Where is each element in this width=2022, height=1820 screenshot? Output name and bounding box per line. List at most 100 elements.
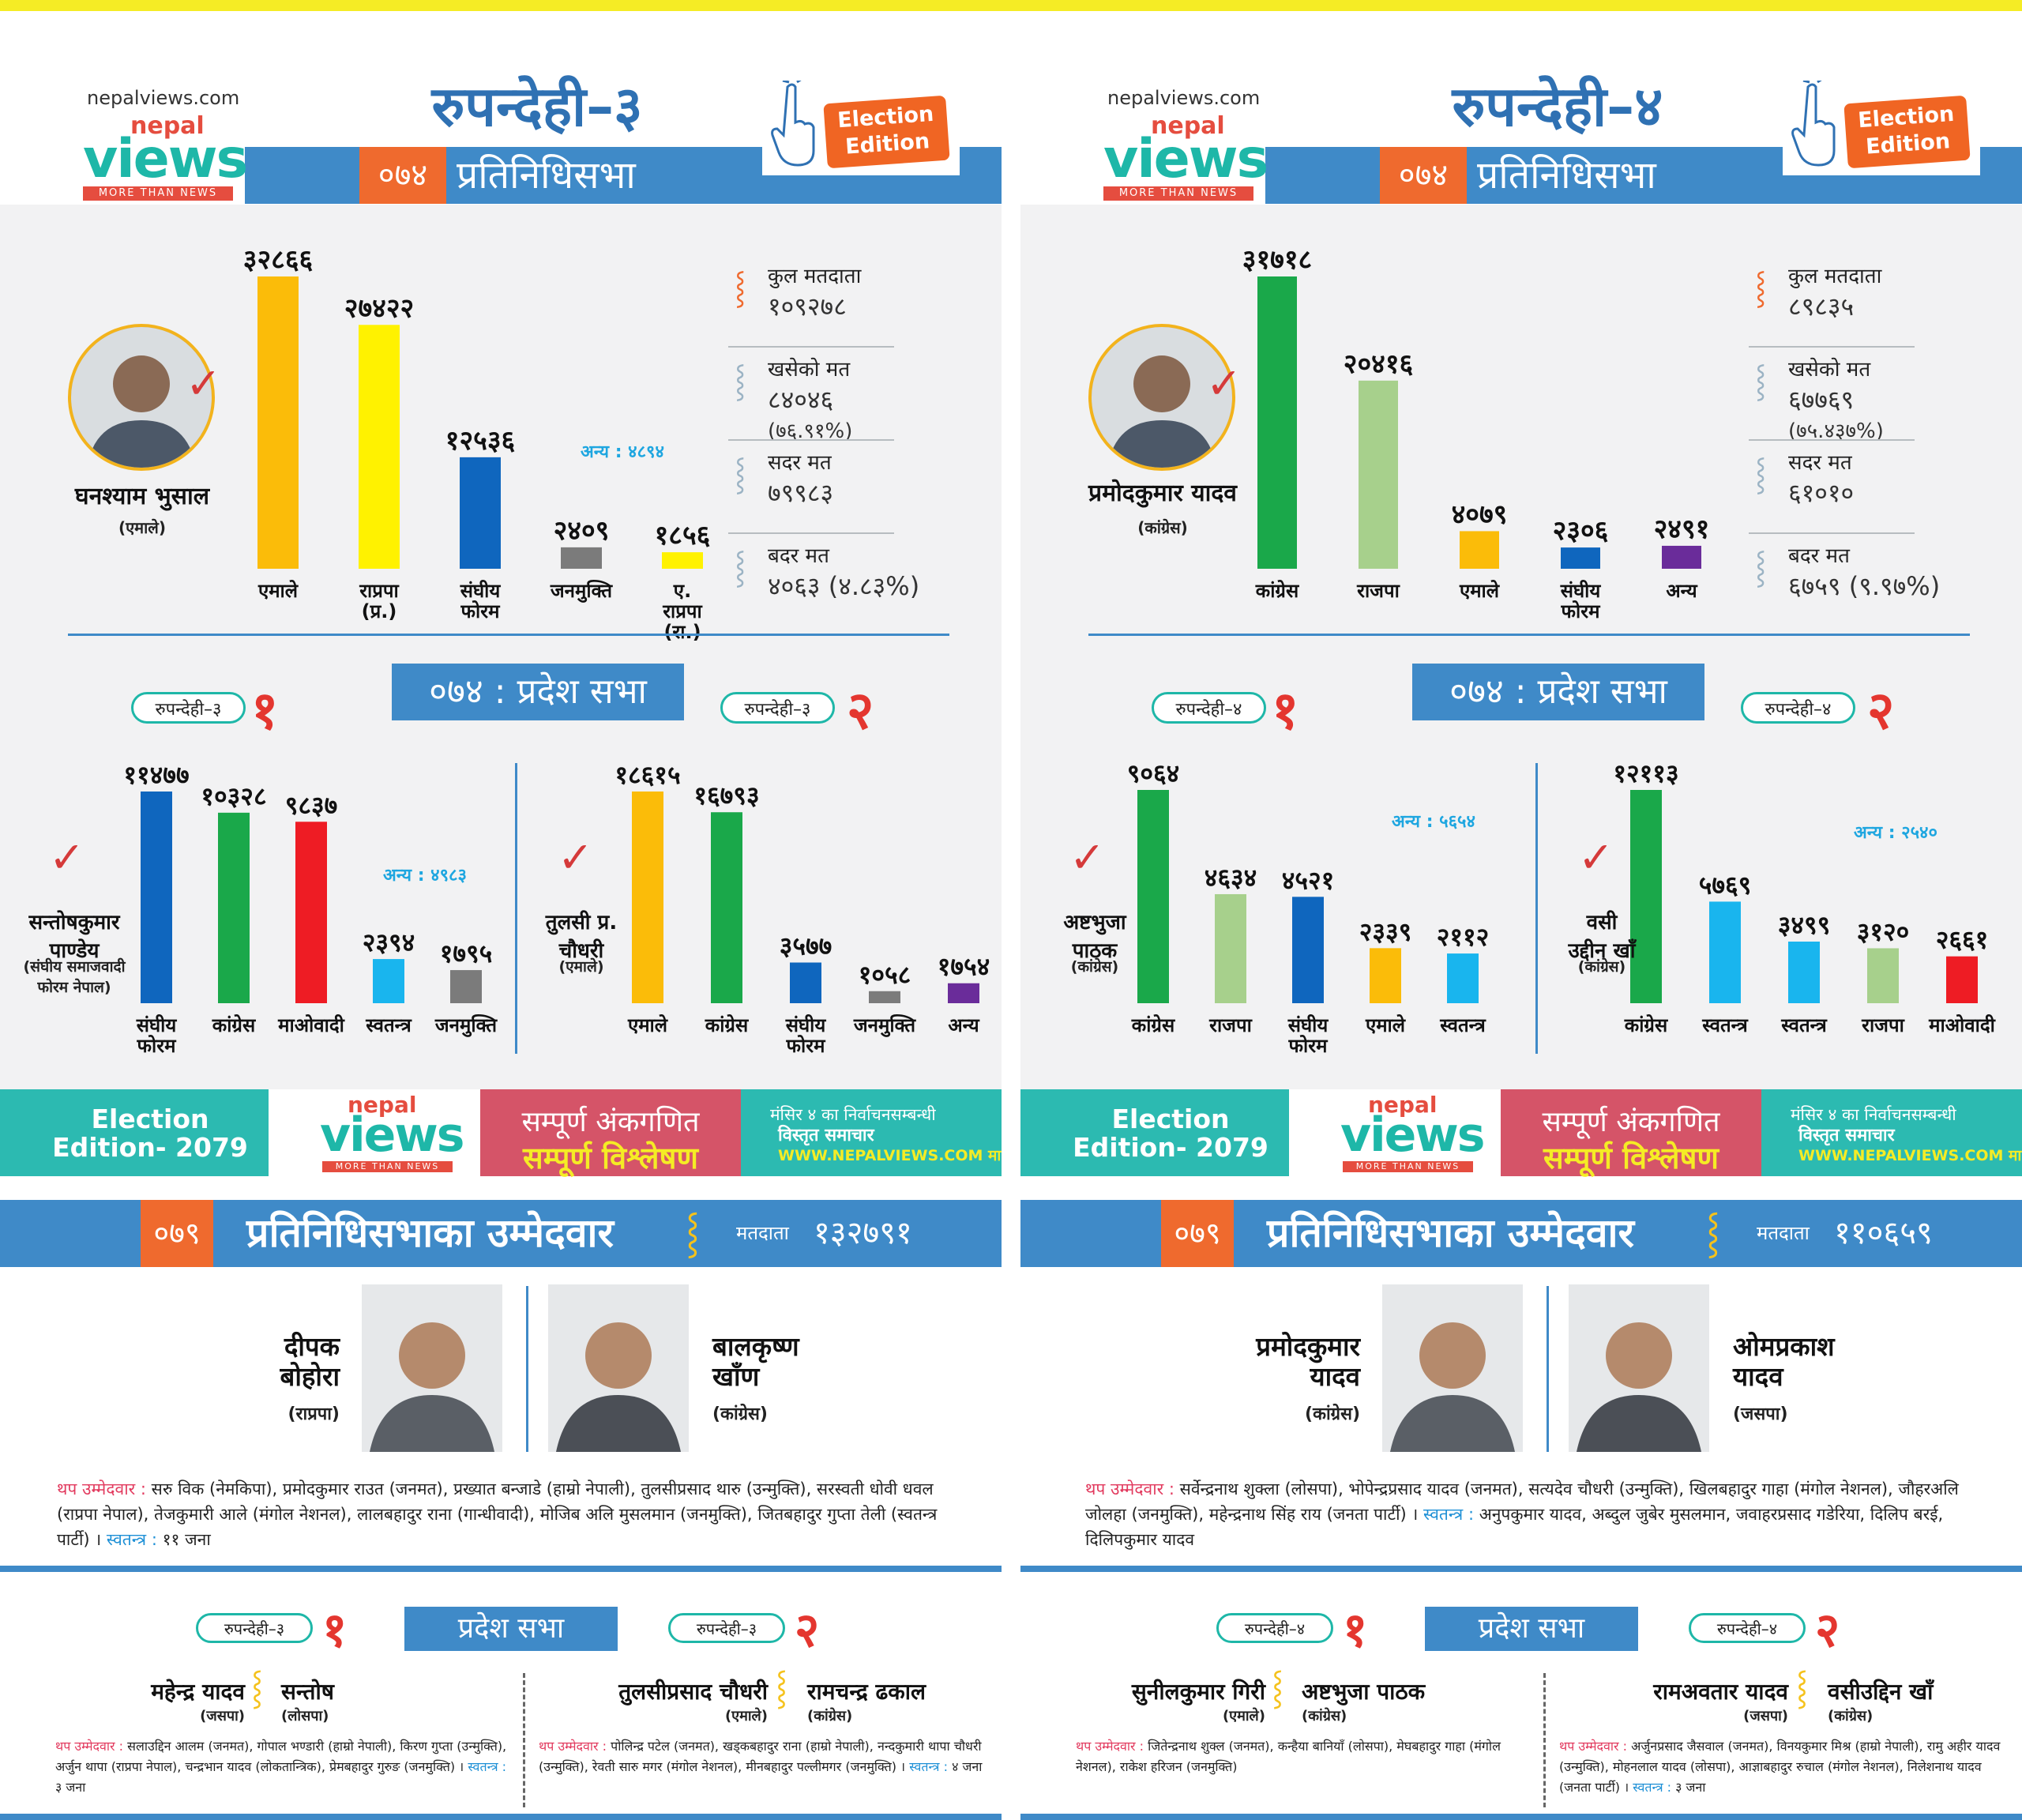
more-candidates-label: थप उम्मेदवार : — [57, 1480, 146, 1498]
banner-url[interactable]: WWW.NEPALVIEWS.COM मा — [778, 1147, 1002, 1164]
charts-svg: ३२८६६एमाले२७४२२राप्रपा(प्र.)१२५३६संघीयफो… — [123, 244, 990, 1057]
stat-swirl-icon: ⸾ — [1755, 269, 1767, 306]
bar-value-fed1-1: २०४१६ — [1344, 348, 1413, 380]
bar-value-fed0-4: १८५६ — [655, 520, 711, 551]
pc2-swirl-icon: ⸾ — [1796, 1668, 1809, 1706]
banner-logo-tagline: MORE THAN NEWS — [322, 1161, 453, 1172]
bar-p2-1-3 — [1867, 948, 1899, 1003]
banner-edition-text: Election Edition- 2079 — [32, 1105, 269, 1162]
nepalviews-logo[interactable]: nepal views MORE THAN NEWS — [83, 112, 248, 201]
banner-slogan-2: सम्पूर्ण विश्लेषण — [1543, 1141, 1719, 1175]
bar-category-fed0-3: जनमुक्ति — [550, 580, 614, 603]
bar-value-fed0-2: १२५३६ — [445, 425, 515, 457]
bar-value-p2-0-4: १७५४ — [938, 952, 990, 982]
bar-fed0-1 — [359, 325, 400, 569]
bar-category-fed0-4-1: राप्रपा — [662, 600, 702, 622]
bar-p1-1-0 — [1137, 790, 1169, 1003]
section-separator — [1020, 1566, 2022, 1572]
stat-label: कुल मतदाता — [1788, 265, 1882, 288]
banner-info-2: विस्तृत समाचार — [778, 1126, 874, 1145]
panel-rupandehi-3: nepalviews.com nepal views MORE THAN NEW… — [0, 11, 1002, 1820]
bar-value-p2-0-2: ३५७७ — [780, 931, 832, 961]
pradesh1-others: अन्य : ५६५४ — [1392, 812, 1475, 832]
pc2-number: २ — [1815, 1603, 1840, 1658]
bar-fed0-3 — [561, 547, 602, 569]
candidates-title: प्रतिनिधिसभाका उम्मेदवार — [1267, 1210, 1634, 1256]
logo-tagline: MORE THAN NEWS — [1103, 186, 1253, 201]
bar-category-fed1-2: एमाले — [1459, 580, 1501, 602]
nepalviews-logo[interactable]: nepal views MORE THAN NEWS — [1103, 112, 1268, 201]
bar-category-p2-1-1: स्वतन्त्र — [1701, 1014, 1749, 1036]
bar-fed1-4 — [1662, 545, 1701, 569]
banner-logo-tagline: MORE THAN NEWS — [1343, 1161, 1473, 1172]
pc-divider — [523, 1673, 525, 1807]
pc1-more-candidates: थप उम्मेदवार : सलाउद्दिन आलम (जनमत), गोप… — [55, 1736, 513, 1798]
pc2-more-text: अर्जुनप्रसाद जैसवाल (जनमत), विनयकुमार मि… — [1559, 1739, 2001, 1795]
bar-value-p1-1-2: ४५२१ — [1282, 865, 1335, 895]
year-badge-079: ०७९ — [141, 1200, 213, 1267]
candidate-2-photo — [1569, 1284, 1709, 1452]
candidates-title: प्रतिनिधिसभाका उम्मेदवार — [246, 1210, 614, 1256]
winner-check-icon: ✓ — [186, 359, 222, 408]
pradesh2-chart: १२११३ कांग्रेस ५७६९ स्वतन्त्र ३४९९ स्वतन्त्र ३… — [1613, 758, 1995, 1036]
more-candidates-text: सरु विक (नेमकिपा), प्रमोदकुमार राउत (जनम… — [57, 1480, 938, 1549]
bar-value-p1-0-2: ९८३७ — [285, 790, 338, 820]
bar-p1-0-0 — [141, 792, 172, 1003]
pc1-candidate-a-party: (जसपा) — [200, 1708, 245, 1724]
pc1-swirl-icon: ⸾ — [1272, 1668, 1284, 1706]
bar-p2-1-1 — [1709, 901, 1741, 1003]
bar-fed0-2 — [460, 457, 501, 569]
banner-slogan-2: सम्पूर्ण विश्लेषण — [523, 1141, 698, 1175]
bar-value-fed1-2: ४०७९ — [1452, 498, 1508, 530]
candidate-2-silhouette-icon — [1569, 1284, 1709, 1452]
top-yellow-line — [0, 0, 2022, 11]
candidate-2-party: (कांग्रेस) — [712, 1404, 768, 1424]
candidate-2-name-line: यादव — [1733, 1361, 1783, 1392]
bar-category-fed1-3-1: फोरम — [1561, 600, 1602, 622]
banner-url[interactable]: WWW.NEPALVIEWS.COM मा — [1798, 1147, 2022, 1164]
stat-label: खसेको मत — [768, 358, 851, 382]
pc2-pill: रुपन्देही–४ — [1689, 1613, 1806, 1643]
pradesh2-pill: रुपन्देही–३ — [720, 692, 835, 724]
pradesh2-winner-party-line: (एमाले) — [558, 958, 604, 976]
bar-category-p2-0-1: कांग्रेस — [705, 1014, 749, 1036]
stat-value: ८४०४६ — [768, 385, 834, 415]
section-divider — [1088, 634, 1970, 636]
bar-category-p1-1-3: एमाले — [1365, 1014, 1407, 1036]
winner-photo — [68, 324, 215, 471]
federal-chart: ३२८६६एमाले२७४२२राप्रपा(प्र.)१२५३६संघीयफो… — [243, 244, 711, 643]
winner-party: (एमाले) — [118, 518, 167, 537]
stat-label: सदर मत — [768, 451, 832, 475]
pc1-independent-text: ३ जना — [55, 1780, 86, 1795]
bar-category-fed1-3: संघीय — [1560, 580, 1602, 602]
candidate-1-silhouette-icon — [362, 1284, 502, 1452]
section-separator — [0, 1566, 1002, 1572]
bar-value-fed0-3: २४०९ — [554, 515, 610, 547]
pradesh1-check-icon: ✓ — [49, 833, 85, 882]
pc1-pill: रुपन्देही–३ — [196, 1613, 313, 1643]
bar-value-p2-1-2: ३४९९ — [1778, 910, 1831, 940]
pc1-candidate-a-party: (एमाले) — [1222, 1708, 1265, 1724]
logo-views: views — [1103, 128, 1268, 190]
site-url[interactable]: nepalviews.com — [87, 87, 240, 109]
pradesh1-winner-party-line: (कांग्रेस) — [1070, 958, 1119, 976]
stat-label: बदर मत — [1788, 544, 1850, 568]
voters-label: मतदाता — [1757, 1222, 1810, 1244]
voters-value: ११०६५९ — [1834, 1215, 1933, 1251]
bar-category-p2-0-2-1: फोरम — [786, 1035, 827, 1057]
bar-category-p1-1-0: कांग्रेस — [1131, 1014, 1175, 1036]
pc1-candidate-b: सन्तोष — [281, 1679, 334, 1705]
bar-category-fed0-4-2: (रा.) — [663, 621, 701, 643]
pradesh2-winner: वसी उद्दीन खाँ — [1539, 907, 1665, 964]
bar-p1-1-4 — [1447, 953, 1479, 1003]
pradesh1-others: अन्य : ४९८३ — [383, 866, 467, 886]
bar-p1-1-3 — [1370, 948, 1401, 1003]
pradesh1-number: १ — [1272, 680, 1299, 741]
bar-category-p2-1-3: राजपा — [1861, 1014, 1904, 1036]
bar-value-p1-0-0: ११४७७ — [123, 760, 189, 790]
site-url[interactable]: nepalviews.com — [1107, 87, 1261, 109]
pradesh2-winner-line: चौधरी — [558, 939, 604, 963]
voting-hand-icon — [1791, 81, 1836, 167]
bar-value-p2-0-0: १८६१५ — [614, 760, 680, 790]
candidate-2-party: (जसपा) — [1733, 1404, 1788, 1424]
